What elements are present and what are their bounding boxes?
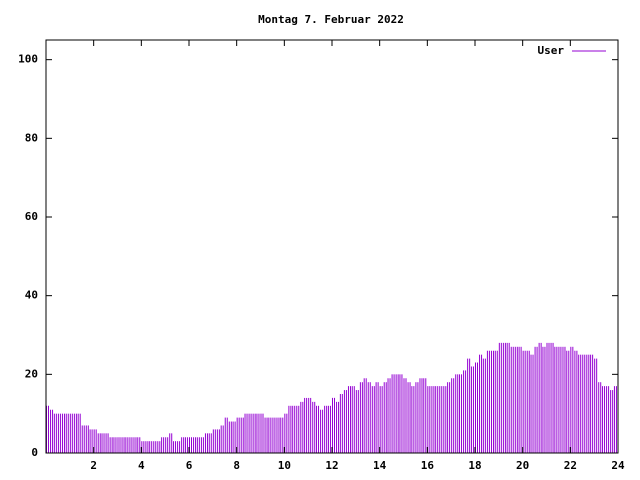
x-tick-label: 12 (325, 459, 338, 472)
x-tick-label: 16 (421, 459, 435, 472)
x-tick-label: 4 (138, 459, 145, 472)
y-tick-label: 40 (25, 289, 38, 302)
x-tick-label: 8 (233, 459, 240, 472)
y-tick-label: 80 (25, 131, 38, 144)
x-tick-label: 20 (516, 459, 529, 472)
x-tick-label: 22 (564, 459, 577, 472)
x-tick-label: 10 (278, 459, 291, 472)
legend-label: User (538, 44, 565, 57)
x-tick-label: 6 (186, 459, 193, 472)
x-tick-label: 18 (468, 459, 481, 472)
chart-title: Montag 7. Februar 2022 (258, 13, 404, 26)
y-tick-label: 20 (25, 367, 38, 380)
x-tick-label: 24 (611, 459, 625, 472)
x-tick-label: 14 (373, 459, 387, 472)
y-tick-label: 100 (18, 53, 38, 66)
y-tick-label: 60 (25, 210, 38, 223)
y-tick-label: 0 (31, 446, 38, 459)
x-tick-label: 2 (90, 459, 97, 472)
plot-area (46, 342, 617, 453)
